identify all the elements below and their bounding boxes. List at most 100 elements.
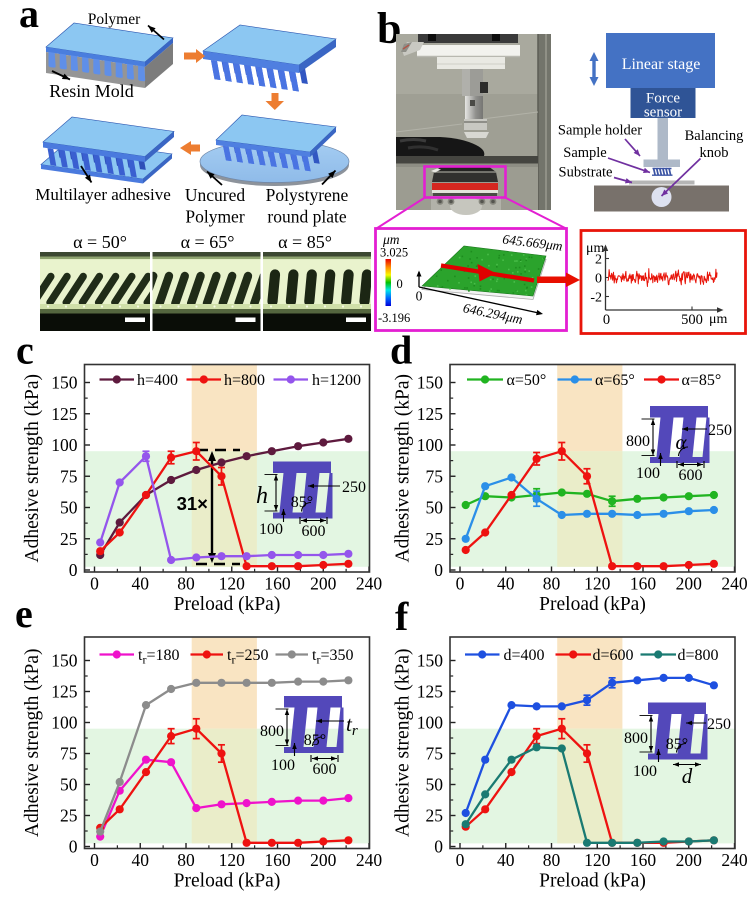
svg-text:125: 125 xyxy=(51,682,78,702)
svg-text:-2: -2 xyxy=(590,291,602,306)
svg-text:sensor: sensor xyxy=(644,105,682,121)
svg-text:40: 40 xyxy=(132,574,150,594)
svg-text:150: 150 xyxy=(417,373,444,393)
svg-text:α=85°: α=85° xyxy=(682,372,722,389)
svg-text:120: 120 xyxy=(219,574,246,594)
svg-text:100: 100 xyxy=(636,465,660,482)
svg-text:Preload (kPa): Preload (kPa) xyxy=(174,871,281,892)
svg-text:Linear stage: Linear stage xyxy=(622,56,701,73)
svg-text:Preload (kPa): Preload (kPa) xyxy=(539,594,646,615)
svg-text:200: 200 xyxy=(310,850,337,870)
svg-text:240: 240 xyxy=(356,574,383,594)
svg-text:0: 0 xyxy=(416,289,423,304)
svg-text:Balancing: Balancing xyxy=(685,128,744,144)
svg-text:e: e xyxy=(15,591,33,636)
svg-text:25: 25 xyxy=(426,529,444,549)
svg-text:150: 150 xyxy=(51,651,78,671)
svg-text:α = 65°: α = 65° xyxy=(181,232,235,252)
svg-text:50: 50 xyxy=(60,498,78,518)
svg-text:160: 160 xyxy=(264,574,291,594)
svg-text:Force: Force xyxy=(646,91,680,107)
svg-text:2: 2 xyxy=(595,253,602,268)
svg-text:Polystyrene: Polystyrene xyxy=(266,185,349,205)
svg-text:0: 0 xyxy=(434,837,443,857)
svg-text:150: 150 xyxy=(51,373,78,393)
svg-text:800: 800 xyxy=(626,433,650,450)
svg-text:tr: tr xyxy=(346,712,358,739)
svg-text:0: 0 xyxy=(456,574,465,594)
svg-text:100: 100 xyxy=(271,757,295,774)
svg-text:Polymer: Polymer xyxy=(185,207,244,227)
svg-text:c: c xyxy=(16,328,34,373)
svg-text:0: 0 xyxy=(434,560,443,580)
svg-text:250: 250 xyxy=(707,716,731,733)
svg-text:Sample: Sample xyxy=(563,145,607,161)
svg-text:tr=180: tr=180 xyxy=(138,647,179,667)
svg-text:75: 75 xyxy=(60,466,78,486)
svg-text:μm: μm xyxy=(709,312,728,327)
svg-text:f: f xyxy=(395,594,409,639)
svg-text:0: 0 xyxy=(69,837,78,857)
svg-text:100: 100 xyxy=(51,713,78,733)
svg-text:240: 240 xyxy=(721,850,748,870)
svg-text:80: 80 xyxy=(543,850,561,870)
svg-text:85°: 85° xyxy=(666,736,688,753)
svg-text:125: 125 xyxy=(51,404,78,424)
svg-text:85°: 85° xyxy=(291,494,313,511)
svg-text:0: 0 xyxy=(90,850,99,870)
svg-text:Substrate: Substrate xyxy=(559,165,613,181)
svg-text:50: 50 xyxy=(60,775,78,795)
svg-text:100: 100 xyxy=(51,435,78,455)
svg-text:a: a xyxy=(19,0,39,36)
svg-text:tr=350: tr=350 xyxy=(312,647,353,667)
svg-text:75: 75 xyxy=(60,744,78,764)
svg-text:240: 240 xyxy=(356,850,383,870)
svg-text:160: 160 xyxy=(630,574,657,594)
svg-text:645.669μm: 645.669μm xyxy=(502,231,564,253)
svg-text:120: 120 xyxy=(219,850,246,870)
svg-text:200: 200 xyxy=(676,850,703,870)
svg-text:75: 75 xyxy=(426,744,444,764)
svg-text:80: 80 xyxy=(543,574,561,594)
svg-text:0: 0 xyxy=(595,272,602,287)
svg-text:d=400: d=400 xyxy=(504,647,545,664)
svg-text:200: 200 xyxy=(676,574,703,594)
svg-text:600: 600 xyxy=(313,761,337,778)
svg-text:100: 100 xyxy=(417,713,444,733)
svg-text:25: 25 xyxy=(426,806,444,826)
svg-text:80: 80 xyxy=(177,574,195,594)
svg-text:α = 50°: α = 50° xyxy=(73,232,127,252)
svg-text:μm: μm xyxy=(382,232,400,247)
svg-text:31×: 31× xyxy=(177,493,209,514)
svg-text:250: 250 xyxy=(708,422,732,439)
svg-text:160: 160 xyxy=(630,850,657,870)
svg-text:40: 40 xyxy=(497,850,515,870)
svg-text:Adhesive strength (kPa): Adhesive strength (kPa) xyxy=(22,374,43,562)
svg-text:knob: knob xyxy=(700,145,729,161)
svg-text:h=400: h=400 xyxy=(137,372,178,389)
svg-text:μm: μm xyxy=(586,241,605,256)
svg-text:100: 100 xyxy=(417,435,444,455)
svg-text:Uncured: Uncured xyxy=(185,185,246,205)
svg-text:tr=250: tr=250 xyxy=(227,647,268,667)
svg-text:125: 125 xyxy=(417,404,444,424)
svg-text:α=50°: α=50° xyxy=(507,372,547,389)
svg-text:0: 0 xyxy=(69,560,78,580)
svg-text:100: 100 xyxy=(633,763,657,780)
svg-text:round plate: round plate xyxy=(267,207,346,227)
svg-text:α=65°: α=65° xyxy=(595,372,635,389)
svg-text:d: d xyxy=(682,764,693,788)
svg-text:d: d xyxy=(390,328,412,373)
svg-text:800: 800 xyxy=(260,723,284,740)
svg-text:120: 120 xyxy=(584,574,611,594)
svg-text:Adhesive strength (kPa): Adhesive strength (kPa) xyxy=(393,374,414,562)
svg-text:3.025: 3.025 xyxy=(380,246,408,260)
svg-text:200: 200 xyxy=(310,574,337,594)
svg-text:240: 240 xyxy=(721,574,748,594)
svg-text:40: 40 xyxy=(497,574,515,594)
svg-text:h=1200: h=1200 xyxy=(312,372,361,389)
svg-text:160: 160 xyxy=(264,850,291,870)
svg-text:600: 600 xyxy=(679,467,703,484)
svg-text:0: 0 xyxy=(90,574,99,594)
svg-text:0: 0 xyxy=(456,850,465,870)
